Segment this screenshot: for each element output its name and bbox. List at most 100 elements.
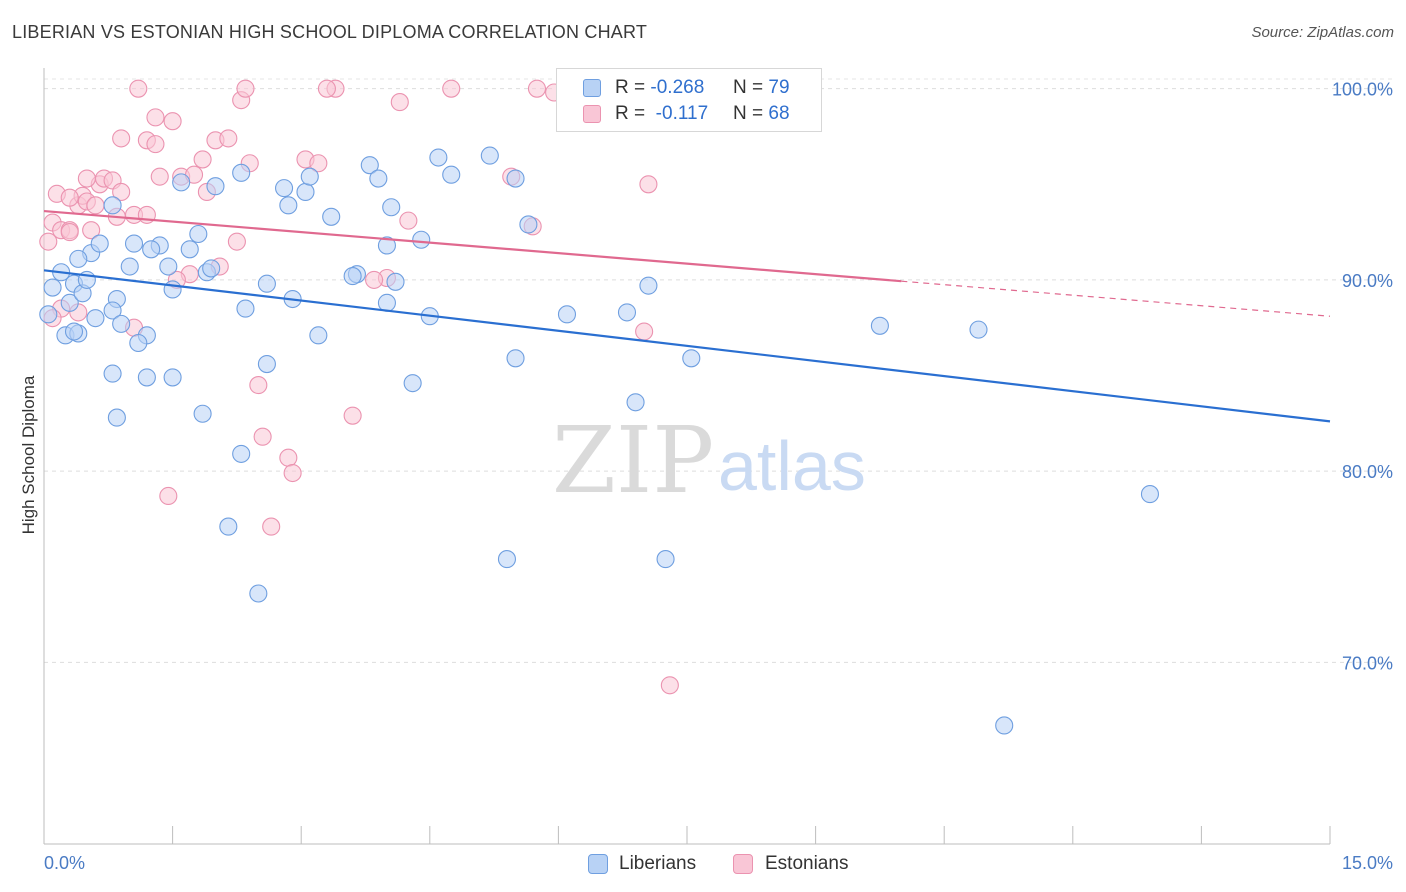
watermark: ZIP atlas — [552, 407, 866, 514]
data-point — [103, 196, 122, 215]
legend-row-liberians: R = -0.268 N = 79 — [557, 75, 821, 101]
data-point — [412, 230, 431, 249]
data-point — [365, 270, 384, 289]
r-label: R = — [615, 77, 646, 98]
data-point — [146, 135, 165, 154]
y-tick-label: 90.0% — [1342, 271, 1393, 291]
trend-lines — [43, 209, 1331, 423]
data-point — [163, 368, 182, 387]
data-point — [86, 196, 105, 215]
data-point — [309, 154, 328, 173]
data-point — [262, 517, 281, 536]
estonians-points — [39, 79, 679, 695]
data-point — [103, 364, 122, 383]
data-point — [519, 215, 538, 234]
data-point — [86, 309, 105, 328]
data-point — [43, 278, 62, 297]
source-note: Source: ZipAtlas.com — [1251, 24, 1394, 41]
data-point — [557, 305, 577, 324]
data-point — [129, 333, 148, 353]
data-point — [129, 79, 148, 98]
data-point — [82, 221, 101, 240]
y-tick-label: 80.0% — [1342, 462, 1393, 482]
legend-label: Estonians — [765, 853, 849, 874]
data-point — [639, 175, 658, 194]
data-point — [120, 257, 139, 276]
data-point — [112, 129, 131, 148]
data-point — [360, 156, 379, 175]
data-point — [369, 169, 388, 188]
data-point — [257, 274, 276, 293]
data-point — [656, 550, 675, 569]
data-point — [206, 177, 225, 196]
data-point — [193, 404, 212, 423]
data-point — [296, 182, 315, 201]
data-point — [682, 349, 701, 368]
legend-row-estonians: R = -0.117 N = 68 — [557, 101, 821, 127]
data-point — [399, 211, 418, 230]
data-point — [300, 167, 319, 186]
data-point — [107, 408, 126, 427]
liberians-swatch — [583, 79, 601, 97]
data-point — [249, 376, 268, 395]
data-point — [403, 374, 422, 393]
data-point — [163, 280, 182, 299]
data-point — [969, 320, 988, 339]
data-point — [382, 198, 401, 217]
data-point — [124, 234, 144, 253]
y-axis-label: High School Diploma — [19, 375, 38, 534]
data-point — [103, 301, 122, 320]
n-label: N = — [733, 103, 764, 124]
data-point — [660, 676, 679, 695]
data-point — [343, 406, 362, 425]
data-point — [180, 240, 199, 259]
data-point — [279, 196, 298, 215]
chart-title: LIBERIAN VS ESTONIAN HIGH SCHOOL DIPLOMA… — [12, 22, 648, 42]
data-point — [90, 234, 109, 253]
data-point — [283, 463, 302, 483]
data-point — [527, 79, 547, 98]
data-point — [275, 179, 294, 198]
data-point — [386, 272, 405, 291]
trend-line-extension — [901, 280, 1331, 317]
data-point — [249, 584, 268, 603]
y-tick-label: 70.0% — [1342, 653, 1393, 673]
data-point — [159, 257, 178, 276]
data-point — [69, 249, 88, 268]
data-point — [232, 444, 251, 463]
data-point — [236, 299, 255, 318]
data-point — [172, 173, 191, 192]
watermark-zip: ZIP — [552, 407, 714, 514]
data-point — [60, 293, 79, 312]
data-point — [232, 163, 251, 182]
data-point — [626, 393, 645, 412]
data-point — [150, 167, 169, 186]
data-point — [137, 368, 156, 387]
data-point — [639, 276, 658, 295]
data-point — [146, 108, 165, 127]
data-point — [870, 316, 889, 335]
estonians-swatch — [733, 854, 753, 874]
data-point — [39, 305, 58, 324]
data-point — [377, 293, 396, 312]
data-point — [506, 169, 525, 188]
data-point — [193, 150, 212, 169]
data-point — [257, 354, 276, 374]
axes — [43, 68, 1331, 845]
x-tick-label: 0.0% — [44, 853, 85, 873]
data-point — [227, 232, 246, 251]
data-point — [429, 148, 448, 167]
data-point — [442, 79, 461, 98]
data-point — [617, 303, 637, 322]
tick-labels: 70.0% 80.0% 90.0% 100.0% 0.0% 15.0% — [44, 80, 1393, 873]
data-point — [442, 165, 461, 184]
data-point — [219, 517, 238, 536]
data-point — [163, 112, 182, 131]
data-point — [506, 349, 525, 368]
trend-line — [43, 209, 902, 283]
data-point — [142, 240, 161, 259]
data-point — [279, 448, 298, 467]
y-tick-label: 100.0% — [1332, 80, 1393, 100]
data-point — [995, 716, 1014, 735]
